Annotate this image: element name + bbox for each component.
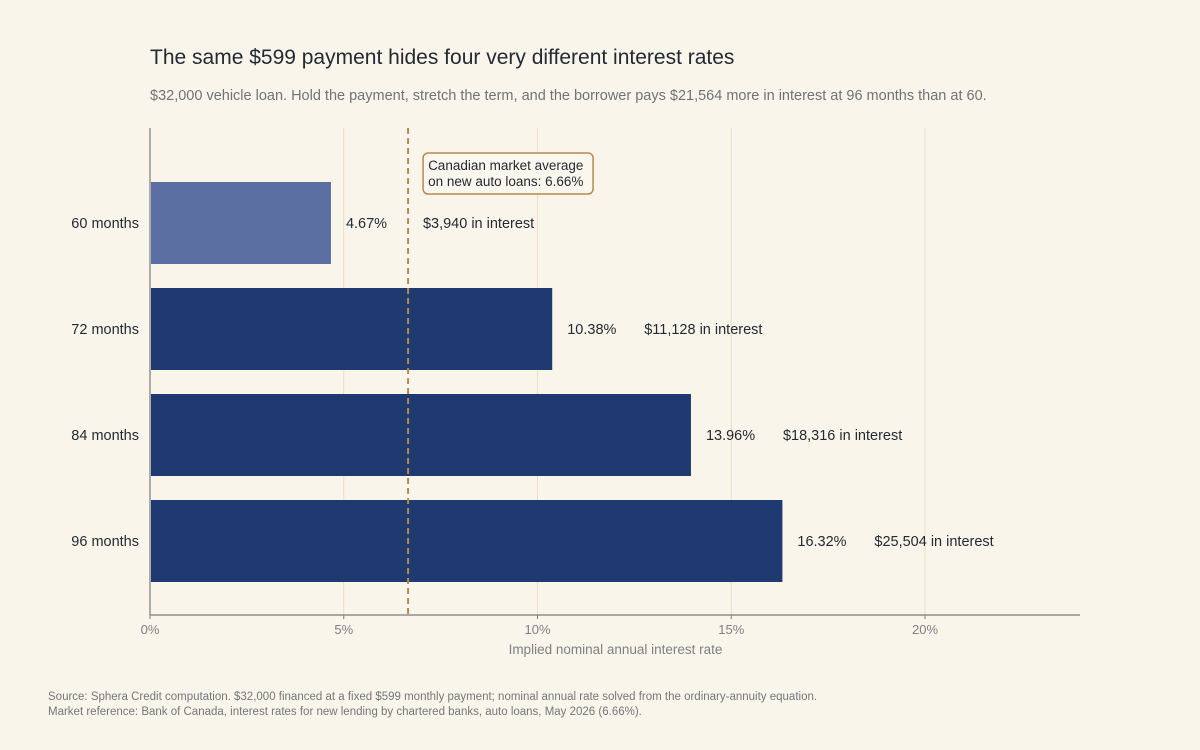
- category-label: 96 months: [71, 534, 139, 550]
- interest-label: $18,316 in interest: [783, 428, 902, 444]
- bar-chart: 60 months 4.67% $3,940 in interest 72 month…: [71, 128, 1080, 657]
- category-label: 72 months: [71, 322, 139, 338]
- market-reference-footnote: Market reference: Bank of Canada, intere…: [48, 706, 642, 718]
- annotation-text: Canadian market average: [428, 158, 583, 173]
- bar: [151, 288, 553, 370]
- value-label: 13.96%: [706, 428, 755, 444]
- bar: [151, 394, 691, 476]
- category-label: 84 months: [71, 428, 139, 444]
- interest-label: $3,940 in interest: [423, 216, 534, 232]
- x-tick-label: 20%: [912, 622, 938, 637]
- x-tick-label: 10%: [524, 622, 550, 637]
- bar: [151, 500, 783, 582]
- annotation-text: on new auto loans: 6.66%: [428, 174, 583, 189]
- x-axis-label: Implied nominal annual interest rate: [509, 642, 723, 657]
- value-label: 16.32%: [797, 534, 846, 550]
- value-label: 10.38%: [567, 322, 616, 338]
- x-tick-label: 5%: [334, 622, 353, 637]
- interest-label: $11,128 in interest: [644, 322, 762, 338]
- chart-title: The same $599 payment hides four very di…: [150, 46, 735, 69]
- x-tick-label: 15%: [718, 622, 744, 637]
- bar: [151, 182, 331, 264]
- value-label: 4.67%: [346, 216, 387, 232]
- annotation-box: [422, 152, 594, 195]
- chart-subtitle: $32,000 vehicle loan. Hold the payment, …: [150, 88, 987, 104]
- interest-label: $25,504 in interest: [874, 534, 993, 550]
- source-footnote: Source: Sphera Credit computation. $32,0…: [48, 691, 818, 703]
- category-label: 60 months: [71, 216, 139, 232]
- x-tick-label: 0%: [141, 622, 160, 637]
